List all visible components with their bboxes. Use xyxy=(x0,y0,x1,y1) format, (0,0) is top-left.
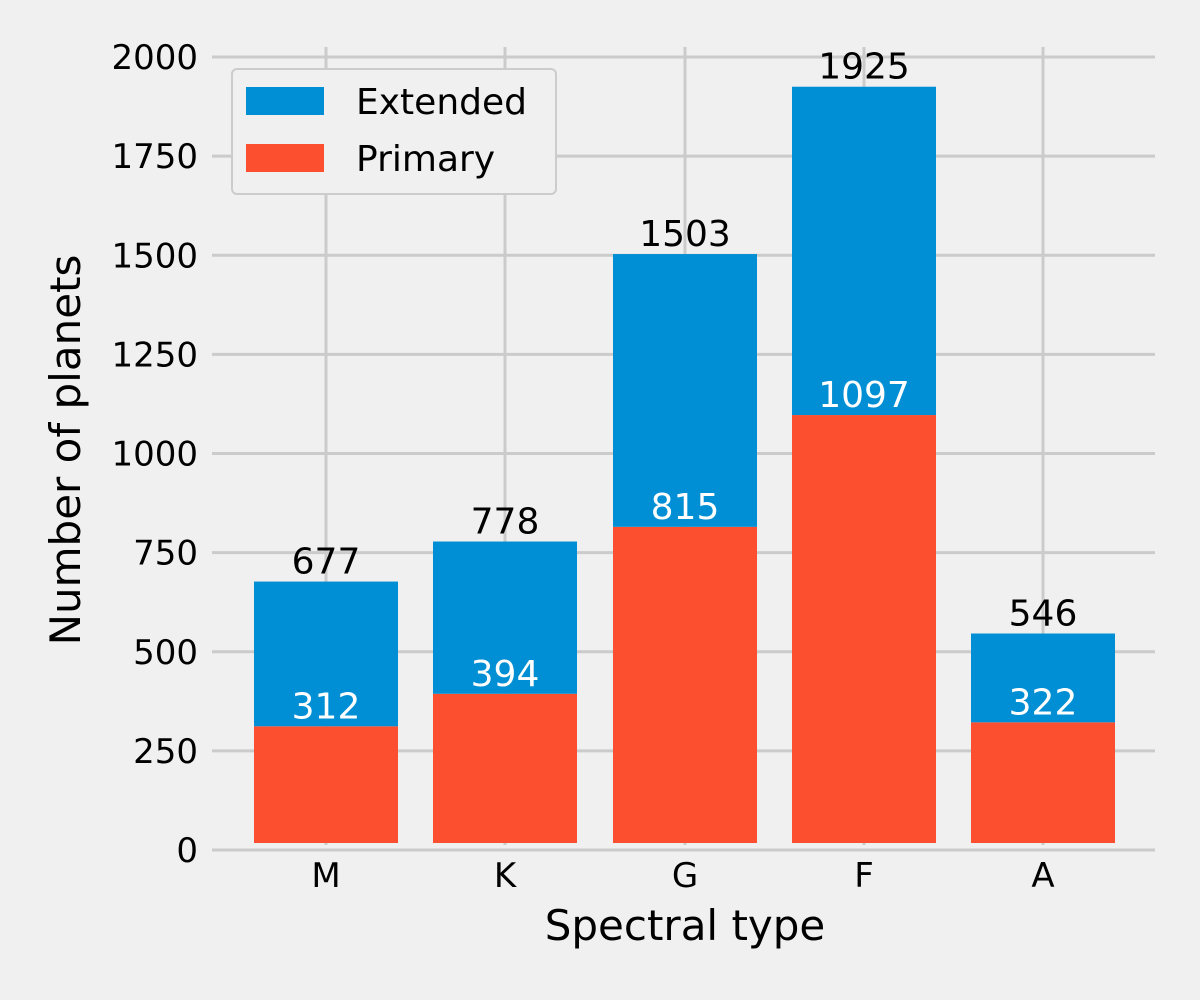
primary-label-K: 394 xyxy=(471,654,540,695)
total-label-K: 778 xyxy=(471,502,540,543)
legend-swatch-primary xyxy=(246,144,324,172)
y-tick-label-750: 750 xyxy=(133,534,198,574)
total-label-A: 546 xyxy=(1009,594,1078,635)
bar-labels: 677 312 778 394 1503 815 1925 1097 546 322 xyxy=(292,47,1078,728)
y-tick-label-500: 500 xyxy=(133,633,198,673)
legend: Extended Primary xyxy=(231,68,557,195)
y-tick-label-1250: 1250 xyxy=(111,335,198,375)
bars xyxy=(254,86,1115,843)
bar-primary-F xyxy=(792,415,936,843)
legend-swatch-extended xyxy=(246,87,324,115)
primary-label-M: 312 xyxy=(292,686,361,727)
bar-extended-G xyxy=(613,254,757,527)
bar-primary-A xyxy=(971,722,1115,843)
y-tick-label-1000: 1000 xyxy=(111,435,198,475)
primary-label-F: 1097 xyxy=(818,375,910,416)
legend-label-extended: Extended xyxy=(356,82,527,123)
total-label-F: 1925 xyxy=(818,47,910,88)
bar-primary-K xyxy=(433,693,577,843)
legend-label-primary: Primary xyxy=(356,139,495,180)
x-axis-title: Spectral type xyxy=(545,901,826,950)
bar-extended-M xyxy=(254,581,398,727)
y-tick-label-0: 0 xyxy=(176,831,198,871)
bar-extended-F xyxy=(792,86,936,416)
x-tick-label-G: G xyxy=(672,856,698,896)
y-tick-label-1750: 1750 xyxy=(111,137,198,177)
x-tick-label-F: F xyxy=(854,856,874,896)
primary-label-G: 815 xyxy=(651,487,720,528)
total-label-G: 1503 xyxy=(639,214,731,255)
y-tick-labels: 0 250 500 750 1000 1250 1500 1750 2000 xyxy=(111,38,198,871)
x-tick-label-M: M xyxy=(311,856,340,896)
total-label-M: 677 xyxy=(292,542,361,583)
bar-primary-M xyxy=(254,726,398,843)
y-tick-label-1500: 1500 xyxy=(111,236,198,276)
bar-extended-A xyxy=(971,633,1115,723)
x-tick-label-K: K xyxy=(494,856,518,896)
primary-label-A: 322 xyxy=(1009,682,1078,723)
y-tick-label-250: 250 xyxy=(133,732,198,772)
bar-extended-K xyxy=(433,541,577,694)
y-tick-label-2000: 2000 xyxy=(111,38,198,78)
y-axis-title: Number of planets xyxy=(41,255,90,646)
x-tick-label-A: A xyxy=(1031,856,1054,896)
bar-primary-G xyxy=(613,526,757,843)
